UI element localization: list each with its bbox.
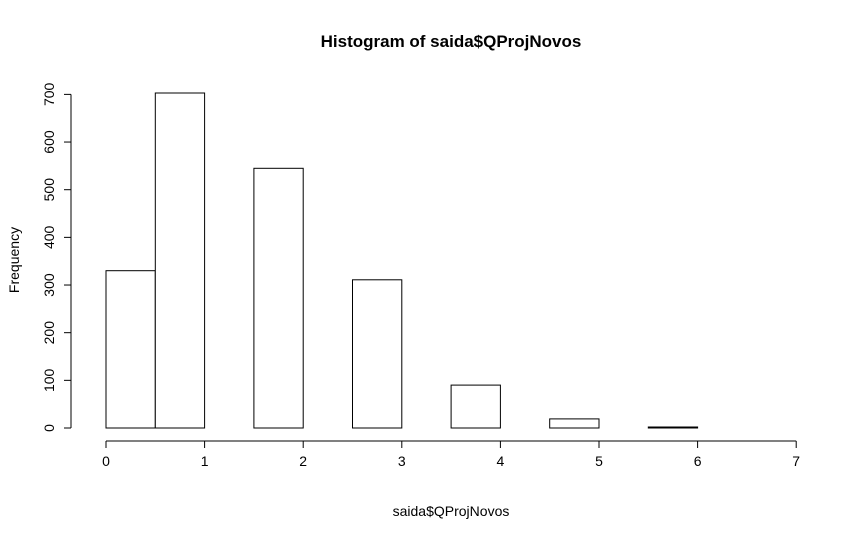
x-tick-label: 7 (792, 453, 800, 469)
histogram-bar-5 (352, 279, 403, 429)
y-axis: 0 100 200 300 400 500 600 700 (41, 82, 72, 432)
histogram-bar-3 (253, 167, 304, 429)
histogram-bar-0 (105, 270, 156, 429)
x-tick-label: 6 (694, 453, 702, 469)
y-tick-label: 0 (41, 424, 57, 432)
histogram-bar-7 (450, 384, 501, 429)
y-tick-label: 600 (41, 130, 57, 154)
y-axis-label: Frequency (6, 227, 22, 293)
histogram-bar-1 (154, 92, 206, 429)
y-tick-label: 500 (41, 178, 57, 202)
x-tick-label: 1 (201, 453, 209, 469)
y-tick-label: 700 (41, 82, 57, 106)
x-axis: 0 1 2 3 4 5 6 7 (102, 440, 800, 469)
x-tick-label: 5 (595, 453, 603, 469)
y-tick-label: 200 (41, 321, 57, 345)
chart-title: Histogram of saida$QProjNovos (321, 32, 582, 51)
y-tick-label: 300 (41, 273, 57, 297)
y-tick-label: 100 (41, 368, 57, 392)
x-axis-label: saida$QProjNovos (393, 503, 510, 519)
y-tick-label: 400 (41, 225, 57, 249)
histogram-bars (105, 92, 699, 429)
x-tick-label: 4 (497, 453, 505, 469)
x-tick-label: 0 (102, 453, 110, 469)
histogram-bar-9 (549, 418, 600, 429)
x-tick-label: 3 (398, 453, 406, 469)
histogram-bar-11 (647, 426, 699, 429)
x-tick-label: 2 (299, 453, 307, 469)
